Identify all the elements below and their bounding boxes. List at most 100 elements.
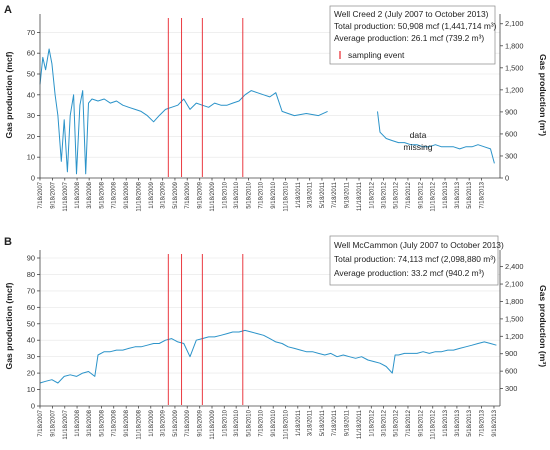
x-tick-label: 3/18/2013 (455, 181, 461, 208)
x-tick-label: 1/18/2013 (443, 181, 449, 208)
x-tick-label: 11/18/2007 (63, 181, 69, 211)
legend-box: Well McCammon (July 2007 to October 2013… (329, 235, 504, 286)
x-tick-label: 5/18/2012 (394, 181, 400, 208)
x-tick-label: 7/18/2007 (38, 409, 44, 436)
y-tick-label-left: 20 (27, 132, 35, 141)
x-tick-label: 7/18/2010 (259, 409, 265, 436)
legend-average-production: Average production: 33.2 mcf (940.2 m³) (334, 268, 484, 278)
x-tick-label: 9/18/2007 (50, 181, 56, 208)
y-tick-label-left: 10 (27, 385, 35, 394)
x-tick-label: 1/18/2009 (149, 181, 155, 208)
panel-a: A 0 10 20 30 40 50 60 70 0 300 600 900 1,200 1,500 1,… (4, 4, 548, 212)
x-tick-label: 7/18/2013 (479, 181, 485, 208)
panel-b: B 0 10 20 30 40 50 60 70 80 90 300 600 900 1,200 1,50… (4, 235, 548, 440)
y-tick-label-left: 20 (27, 369, 35, 378)
x-tick-label: 5/18/2011 (320, 409, 326, 436)
legend-well-name: Well McCammon (July 2007 to October 2013… (334, 240, 504, 250)
y-tick-label-right: 1,200 (505, 332, 524, 341)
x-tick-label: 1/18/2010 (222, 181, 228, 208)
x-tick-label: 7/18/2007 (38, 181, 44, 208)
x-tick-label: 1/18/2008 (75, 181, 81, 208)
x-tick-label: 11/18/2009 (210, 409, 216, 439)
y-tick-label-right: 1,800 (505, 297, 524, 306)
x-tick-label: 3/18/2009 (161, 181, 167, 208)
y-tick-label-left: 50 (27, 319, 35, 328)
x-tick-label: 3/18/2011 (308, 409, 314, 436)
x-tick-label: 11/18/2009 (210, 181, 216, 211)
y-tick-label-right: 300 (505, 384, 517, 393)
y-tick-label-left: 10 (27, 153, 35, 162)
y-tick-label-left: 30 (27, 352, 35, 361)
x-tick-label: 5/18/2011 (320, 181, 326, 208)
annotation-line-2: missing (403, 142, 432, 152)
y-tick-label-left: 60 (27, 49, 35, 58)
x-tick-label: 5/18/2013 (467, 409, 473, 436)
y-tick-label-left: 30 (27, 111, 35, 120)
x-tick-label: 7/18/2011 (332, 409, 338, 436)
x-tick-label: 3/18/2008 (87, 409, 93, 436)
y-tick-label-left: 40 (27, 336, 35, 345)
annotation-line-1: data (410, 130, 427, 140)
x-tick-label: 5/18/2008 (99, 409, 105, 436)
x-tick-label: 9/18/2008 (124, 181, 130, 208)
x-tick-label: 3/18/2012 (381, 409, 387, 436)
x-tick-label: 5/18/2009 (173, 409, 179, 436)
y-tick-label-right: 1,500 (505, 314, 524, 323)
y-tick-label-left: 80 (27, 270, 35, 279)
x-tick-label: 9/18/2009 (198, 181, 204, 208)
x-tick-label: 5/18/2009 (173, 181, 179, 208)
x-tick-label: 1/18/2009 (149, 409, 155, 436)
x-tick-label: 7/18/2013 (479, 409, 485, 436)
x-tick-label: 7/18/2012 (406, 181, 412, 208)
y-axis-title-right: Gas production (m³) (538, 54, 548, 136)
x-tick-label: 9/18/2010 (271, 409, 277, 436)
legend-box: Well Creed 2 (July 2007 to October 2013)… (329, 5, 497, 65)
x-tick-label: 11/18/2011 (357, 181, 363, 211)
x-tick-label: 1/18/2011 (296, 409, 302, 436)
series-line (39, 48, 328, 175)
x-tick-label: 11/18/2010 (284, 181, 290, 211)
x-tick-label: 11/18/2011 (357, 409, 363, 439)
x-tick-label: 5/18/2010 (246, 181, 252, 208)
x-tick-label: 1/18/2011 (296, 181, 302, 208)
y-tick-label-right: 2,100 (505, 280, 524, 289)
x-tick-label: 7/18/2012 (406, 409, 412, 436)
legend-total-production: Total production: 74,113 mcf (2,098,880 … (334, 254, 496, 264)
x-tick-label: 9/18/2012 (418, 181, 424, 208)
legend-sampling-event: sampling event (348, 50, 405, 60)
y-tick-label-left: 0 (31, 402, 35, 411)
x-tick-label: 11/18/2008 (136, 181, 142, 211)
y-tick-label-right: 1,200 (505, 85, 524, 94)
x-tick-label: 1/18/2010 (222, 409, 228, 436)
x-tick-label: 11/18/2008 (136, 409, 142, 439)
x-tick-label: 9/18/2012 (418, 409, 424, 436)
y-axis-title-left: Gas production (mcf) (4, 51, 14, 138)
y-tick-label-left: 70 (27, 286, 35, 295)
x-tick-label: 7/18/2011 (332, 181, 338, 208)
y-axis-title-right: Gas production (m³) (538, 285, 548, 367)
x-tick-label: 9/18/2013 (492, 409, 498, 436)
y-tick-label-right: 600 (505, 367, 517, 376)
x-tick-label: 1/18/2013 (443, 409, 449, 436)
x-tick-label: 3/18/2013 (455, 409, 461, 436)
y-tick-label-right: 0 (505, 174, 509, 183)
y-tick-label-right: 900 (505, 107, 517, 116)
legend-well-name: Well Creed 2 (July 2007 to October 2013) (334, 9, 489, 19)
y-tick-label-left: 60 (27, 303, 35, 312)
x-tick-label: 7/18/2008 (112, 181, 118, 208)
legend-average-production: Average production: 26.1 mcf (739.2 m³) (334, 33, 484, 43)
y-axis-title-left: Gas production (mcf) (4, 282, 14, 369)
x-tick-label: 3/18/2010 (234, 181, 240, 208)
y-tick-label-right: 900 (505, 349, 517, 358)
x-tick-label: 7/18/2009 (185, 409, 191, 436)
series-line (377, 111, 495, 164)
x-tick-label: 1/18/2012 (369, 409, 375, 436)
x-tick-label: 5/18/2012 (394, 409, 400, 436)
x-tick-label: 11/18/2012 (431, 409, 437, 439)
x-tick-label: 9/18/2010 (271, 181, 277, 208)
y-tick-label-left: 40 (27, 90, 35, 99)
x-tick-label: 5/18/2008 (99, 181, 105, 208)
x-tick-label: 3/18/2012 (381, 181, 387, 208)
x-tick-label: 11/18/2010 (284, 409, 290, 439)
x-tick-label: 11/18/2012 (431, 181, 437, 211)
